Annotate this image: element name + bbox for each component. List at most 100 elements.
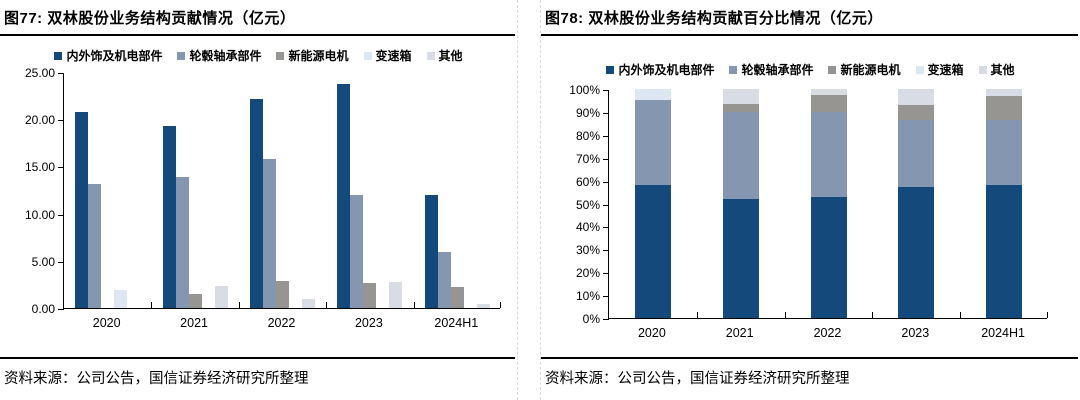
legend-item: 轮毂轴承部件 — [729, 61, 813, 78]
bar — [450, 287, 464, 308]
legend-item: 其他 — [978, 61, 1015, 78]
y-axis-tick — [58, 167, 64, 169]
y-axis-label: 15.00 — [24, 160, 55, 175]
legend-item: 变速箱 — [363, 47, 412, 64]
bar — [250, 99, 263, 308]
y-axis-label: 20% — [575, 266, 600, 281]
legend-swatch — [606, 65, 615, 74]
bar — [424, 194, 438, 308]
x-axis-tick — [500, 302, 501, 308]
y-axis-tick — [603, 227, 609, 229]
y-axis-label: 100% — [569, 83, 600, 97]
bar-segment — [810, 196, 847, 318]
y-axis-label: 40% — [575, 220, 600, 235]
bar-segment — [898, 187, 935, 318]
y-axis-tick — [603, 273, 609, 275]
y-axis-tick — [603, 112, 609, 114]
bar-segment — [722, 111, 759, 199]
panel-separator — [540, 0, 541, 400]
bar-segment — [898, 119, 935, 188]
y-axis-tick — [603, 135, 609, 137]
x-axis-tick — [326, 302, 328, 308]
source-note: 资料来源：公司公告，国信证券经济研究所整理 — [4, 371, 309, 387]
bar — [276, 280, 289, 308]
bar — [88, 184, 102, 308]
title-rule — [541, 34, 1078, 36]
y-axis-tick — [603, 158, 609, 160]
y-axis-label: 25.00 — [24, 66, 55, 80]
x-axis-tick — [151, 302, 153, 308]
legend-item: 内外饰及机电部件 — [606, 61, 714, 78]
bar — [363, 283, 377, 308]
legend-swatch — [276, 51, 285, 60]
panel-figure-78: 图78: 双林股份业务结构贡献百分比情况（亿元） 内外饰及机电部件 轮毂轴承部件 新… — [541, 0, 1080, 400]
bar — [162, 125, 176, 308]
chart-legend: 内外饰及机电部件 轮毂轴承部件 新能源电机 变速箱 其他 — [541, 61, 1080, 78]
title-rule — [0, 34, 515, 36]
legend-swatch — [729, 65, 738, 74]
x-axis-label: 2020 — [637, 326, 666, 340]
legend-swatch — [915, 65, 924, 74]
bar-segment — [634, 100, 671, 186]
y-axis-label: 5.00 — [31, 254, 55, 269]
y-axis-label: 10.00 — [24, 207, 55, 222]
bar-segment — [898, 105, 935, 120]
y-axis-label: 60% — [575, 174, 600, 189]
legend-label: 内外饰及机电部件 — [66, 49, 163, 63]
chart-legend: 内外饰及机电部件 轮毂轴承部件 新能源电机 变速箱 其他 — [0, 47, 517, 64]
x-axis-label: 2020 — [92, 316, 121, 330]
bar-segment — [986, 89, 1023, 96]
x-axis-tick — [238, 302, 240, 308]
legend-item: 内外饰及机电部件 — [54, 47, 162, 64]
legend-label: 轮毂轴承部件 — [189, 49, 262, 63]
bar — [350, 194, 364, 308]
legend-label: 新能源电机 — [288, 49, 349, 63]
legend-label: 变速箱 — [375, 49, 412, 63]
x-axis-label: 2023 — [354, 316, 383, 330]
bar-segment — [810, 94, 847, 112]
legend-swatch — [978, 65, 987, 74]
bar — [302, 298, 315, 308]
legend-label: 新能源电机 — [840, 63, 901, 77]
x-axis-label: 2021 — [725, 326, 754, 340]
bar-segment — [898, 89, 935, 106]
panel-separator — [517, 0, 518, 400]
legend-label: 其他 — [990, 63, 1015, 77]
y-axis-label: 80% — [575, 128, 600, 143]
bar-segment — [810, 111, 847, 197]
legend-label: 轮毂轴承部件 — [741, 63, 814, 77]
legend-label: 内外饰及机电部件 — [618, 63, 715, 77]
bar — [114, 290, 128, 308]
source-rule — [0, 357, 515, 359]
bar-segment — [810, 89, 847, 95]
legend-label: 其他 — [438, 49, 463, 63]
bar-segment — [634, 185, 671, 318]
x-axis-tick — [784, 312, 786, 318]
x-axis-tick — [960, 312, 962, 318]
x-axis-tick — [1047, 312, 1048, 318]
bar-segment — [722, 89, 759, 104]
x-axis-tick — [872, 312, 874, 318]
y-axis-label: 0% — [582, 312, 600, 326]
y-axis-tick — [603, 319, 609, 320]
bar — [175, 176, 189, 308]
bar — [188, 293, 202, 308]
x-axis-label: 2021 — [180, 316, 208, 330]
source-rule — [541, 357, 1078, 359]
bar — [75, 111, 89, 308]
y-axis-tick — [58, 73, 64, 74]
bar-segment — [986, 95, 1023, 120]
y-axis-tick — [58, 214, 64, 216]
bar — [214, 286, 228, 308]
plot-area — [58, 73, 501, 310]
legend-item: 新能源电机 — [828, 61, 901, 78]
legend-item: 轮毂轴承部件 — [177, 47, 261, 64]
y-axis-label: 20.00 — [24, 113, 55, 128]
x-axis-tick — [413, 302, 415, 308]
bar-segment — [634, 89, 671, 101]
bar — [476, 303, 490, 308]
legend-swatch — [426, 51, 435, 60]
legend-swatch — [828, 65, 837, 74]
bar-segment — [722, 103, 759, 112]
